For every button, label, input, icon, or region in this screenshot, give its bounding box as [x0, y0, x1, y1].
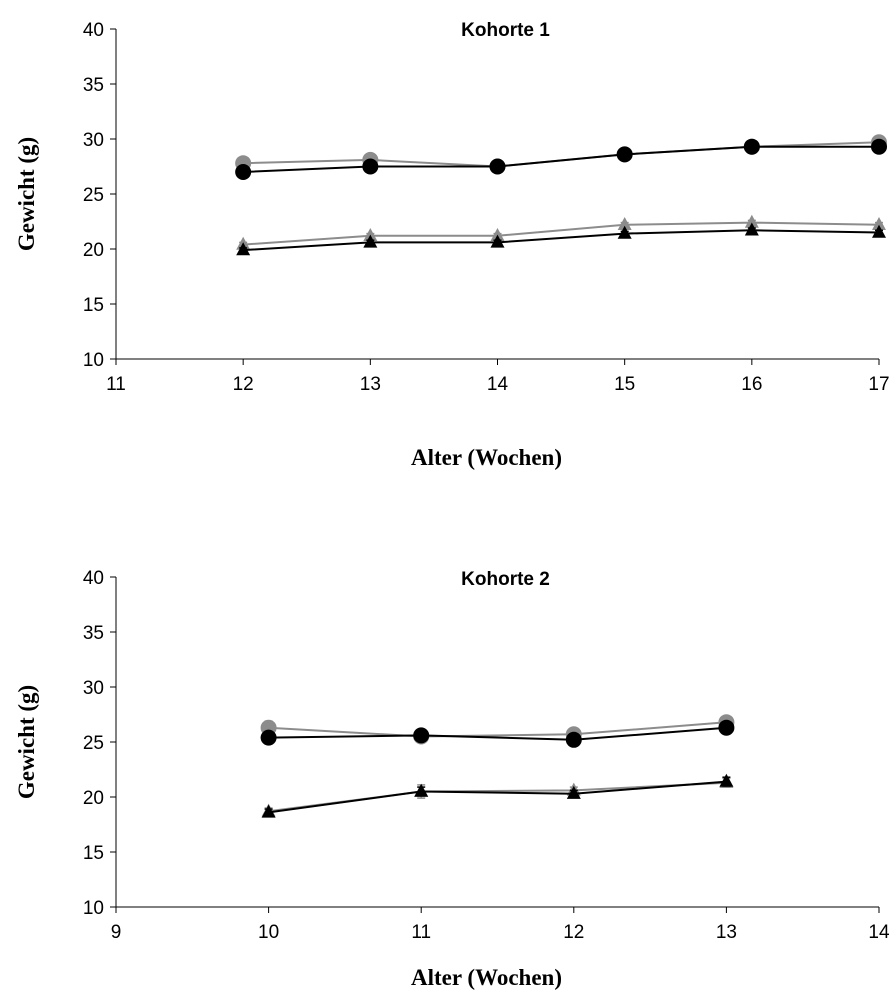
- x-tick-label: 9: [111, 922, 122, 943]
- y-axis-title: Gewicht (g): [14, 137, 39, 251]
- data-point-triangle: [872, 217, 886, 230]
- series-line: [243, 229, 880, 252]
- x-tick-label: 13: [360, 374, 381, 395]
- y-tick-label: 35: [83, 75, 104, 96]
- chart-title: Kohorte 2: [461, 569, 550, 590]
- series-3: [261, 774, 734, 817]
- x-tick-label: 14: [487, 374, 509, 395]
- data-point-triangle: [363, 228, 378, 241]
- y-tick-label: 10: [83, 350, 104, 371]
- data-point-circle: [718, 719, 735, 736]
- x-axis-title: Alter (Wochen): [411, 445, 562, 470]
- x-tick-label: 17: [868, 374, 889, 395]
- y-tick-label: 25: [83, 733, 104, 754]
- series-line: [268, 726, 727, 741]
- x-tick-label: 14: [868, 922, 890, 943]
- data-point-triangle: [566, 785, 581, 799]
- x-tick-label: 13: [716, 922, 737, 943]
- data-point-circle: [616, 146, 633, 163]
- data-point-circle: [235, 164, 252, 180]
- x-tick-label: 10: [258, 922, 279, 943]
- data-point-triangle: [744, 222, 759, 236]
- y-tick-label: 40: [83, 568, 104, 589]
- data-point-circle: [743, 138, 760, 155]
- y-tick-label: 20: [83, 788, 104, 809]
- y-tick-label: 10: [83, 898, 104, 919]
- y-tick-label: 15: [83, 295, 104, 316]
- y-tick-label: 40: [83, 20, 104, 41]
- data-point-circle: [413, 727, 430, 744]
- data-point-triangle: [236, 242, 251, 256]
- data-point-circle: [362, 158, 379, 175]
- data-point-triangle: [261, 804, 276, 818]
- data-point-triangle: [719, 773, 734, 787]
- series-4: [236, 222, 886, 256]
- data-point-circle: [565, 731, 582, 748]
- series-line: [243, 221, 880, 246]
- data-point-circle: [489, 158, 506, 175]
- x-tick-label: 11: [411, 922, 431, 943]
- series-4: [261, 773, 734, 818]
- series-line: [268, 721, 727, 738]
- data-point-circle: [871, 138, 887, 155]
- data-point-triangle: [490, 228, 505, 241]
- data-point-triangle: [414, 783, 429, 797]
- x-tick-label: 12: [563, 922, 584, 943]
- y-tick-label: 30: [83, 678, 104, 699]
- x-axis-title: Alter (Wochen): [411, 965, 562, 990]
- x-tick-label: 16: [741, 374, 762, 395]
- data-point-triangle: [872, 224, 886, 238]
- chart-title: Kohorte 1: [461, 20, 550, 41]
- series-2: [235, 138, 887, 180]
- data-point-triangle: [617, 217, 632, 230]
- data-point-triangle: [744, 214, 759, 228]
- series-1: [260, 714, 735, 745]
- chart-1: 10 15 20 25 30 35 40 11 12 13 14 15 16 17 Kohorte 1 Alt…: [14, 20, 890, 470]
- y-axis-title: Gewicht (g): [14, 685, 39, 799]
- x-tick-label: 11: [106, 374, 126, 395]
- data-point-circle: [260, 729, 277, 746]
- y-tick-label: 35: [83, 623, 104, 644]
- y-tick-label: 20: [83, 240, 104, 261]
- data-point-triangle: [363, 234, 378, 248]
- data-point-triangle: [490, 234, 505, 248]
- y-tick-label: 25: [83, 185, 104, 206]
- x-tick-label: 12: [233, 374, 254, 395]
- y-tick-label: 30: [83, 130, 104, 151]
- y-tick-label: 15: [83, 843, 104, 864]
- chart-2: 10 15 20 25 30 35 40 9 10 11 12 13 14 Kohorte 2 Alter …: [14, 568, 890, 990]
- data-point-triangle: [617, 225, 632, 239]
- series-line: [243, 145, 879, 173]
- x-tick-label: 15: [614, 374, 635, 395]
- series-line: [268, 780, 727, 814]
- series-2: [260, 719, 735, 748]
